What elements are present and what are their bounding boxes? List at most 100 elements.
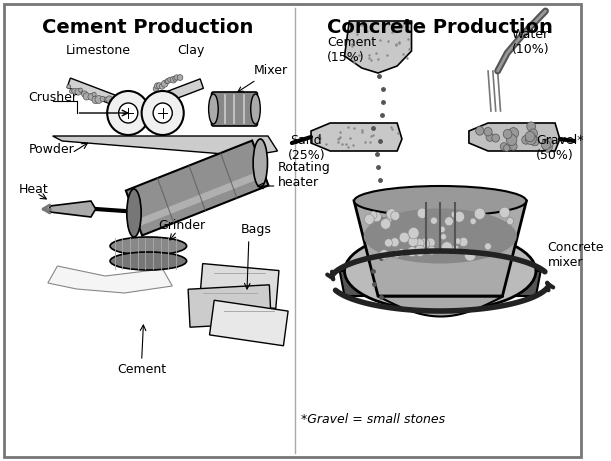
- Circle shape: [510, 142, 517, 150]
- Circle shape: [541, 141, 551, 150]
- Text: Rotating
heater: Rotating heater: [277, 161, 331, 189]
- Circle shape: [459, 237, 468, 247]
- Circle shape: [445, 217, 453, 226]
- Circle shape: [173, 76, 178, 81]
- Circle shape: [426, 238, 435, 248]
- Circle shape: [492, 134, 500, 142]
- Circle shape: [453, 245, 459, 252]
- Polygon shape: [311, 123, 402, 151]
- Circle shape: [92, 96, 99, 104]
- Circle shape: [88, 94, 95, 100]
- Circle shape: [81, 91, 87, 97]
- Circle shape: [530, 136, 540, 146]
- Text: Cement: Cement: [117, 363, 166, 376]
- Circle shape: [177, 75, 183, 81]
- Text: *Gravel = small stones: *Gravel = small stones: [301, 413, 445, 426]
- Circle shape: [159, 83, 165, 89]
- Circle shape: [441, 234, 447, 240]
- Circle shape: [75, 89, 81, 95]
- Circle shape: [427, 246, 436, 255]
- Polygon shape: [354, 201, 526, 296]
- Circle shape: [70, 89, 74, 94]
- Circle shape: [431, 217, 437, 224]
- Circle shape: [391, 211, 400, 220]
- Circle shape: [166, 78, 170, 83]
- Circle shape: [164, 79, 169, 83]
- Ellipse shape: [110, 252, 186, 270]
- Circle shape: [92, 92, 96, 97]
- Circle shape: [414, 245, 425, 256]
- Circle shape: [500, 143, 508, 150]
- Circle shape: [451, 211, 458, 218]
- Circle shape: [543, 142, 552, 152]
- Circle shape: [398, 248, 405, 256]
- Polygon shape: [151, 79, 203, 107]
- Polygon shape: [49, 201, 96, 217]
- Circle shape: [115, 106, 119, 110]
- Circle shape: [508, 128, 519, 138]
- Circle shape: [112, 100, 117, 105]
- Circle shape: [475, 126, 484, 135]
- Ellipse shape: [345, 231, 536, 311]
- Text: Concrete
mixer: Concrete mixer: [547, 241, 604, 269]
- Ellipse shape: [208, 94, 218, 124]
- Circle shape: [474, 208, 485, 219]
- Circle shape: [456, 212, 464, 220]
- Ellipse shape: [110, 237, 186, 255]
- Circle shape: [100, 96, 105, 101]
- Circle shape: [499, 207, 510, 218]
- Ellipse shape: [354, 186, 526, 216]
- Circle shape: [415, 239, 424, 248]
- Circle shape: [408, 236, 418, 247]
- Circle shape: [390, 238, 399, 247]
- Circle shape: [364, 214, 374, 225]
- Circle shape: [455, 238, 461, 244]
- Circle shape: [527, 122, 536, 131]
- Circle shape: [83, 93, 90, 100]
- Circle shape: [167, 77, 172, 82]
- Circle shape: [503, 130, 512, 139]
- Text: Powder: Powder: [29, 143, 75, 156]
- Circle shape: [525, 131, 535, 142]
- Text: Cement
(15%): Cement (15%): [327, 36, 376, 64]
- Polygon shape: [48, 266, 172, 293]
- Circle shape: [174, 75, 179, 80]
- Circle shape: [109, 100, 114, 104]
- Text: Heat: Heat: [19, 183, 49, 196]
- Circle shape: [71, 89, 77, 94]
- Circle shape: [372, 212, 381, 222]
- Circle shape: [399, 232, 409, 243]
- Ellipse shape: [251, 94, 260, 124]
- Circle shape: [386, 217, 392, 223]
- Circle shape: [67, 85, 71, 89]
- Circle shape: [545, 138, 554, 148]
- Circle shape: [170, 77, 177, 83]
- Text: Mixer: Mixer: [238, 64, 288, 92]
- Circle shape: [107, 91, 149, 135]
- Text: Clay: Clay: [178, 44, 205, 57]
- Circle shape: [408, 227, 419, 239]
- Circle shape: [381, 219, 390, 229]
- Polygon shape: [136, 170, 265, 226]
- Circle shape: [507, 218, 514, 225]
- Circle shape: [153, 86, 159, 92]
- Circle shape: [156, 83, 163, 89]
- Polygon shape: [340, 271, 541, 296]
- Ellipse shape: [253, 139, 268, 187]
- Circle shape: [379, 250, 389, 260]
- Text: Water
(10%): Water (10%): [512, 28, 550, 56]
- Circle shape: [153, 103, 172, 123]
- Circle shape: [454, 212, 464, 222]
- Circle shape: [95, 95, 103, 103]
- Circle shape: [529, 129, 538, 138]
- Text: Sand
(25%): Sand (25%): [287, 134, 325, 162]
- Ellipse shape: [364, 208, 517, 264]
- Circle shape: [384, 239, 392, 247]
- Circle shape: [155, 83, 160, 89]
- Polygon shape: [469, 123, 560, 151]
- Circle shape: [503, 145, 510, 151]
- Text: Grinder: Grinder: [158, 219, 205, 232]
- Circle shape: [419, 238, 430, 249]
- Text: Concrete Production: Concrete Production: [327, 18, 553, 37]
- Text: Cement Production: Cement Production: [42, 18, 253, 37]
